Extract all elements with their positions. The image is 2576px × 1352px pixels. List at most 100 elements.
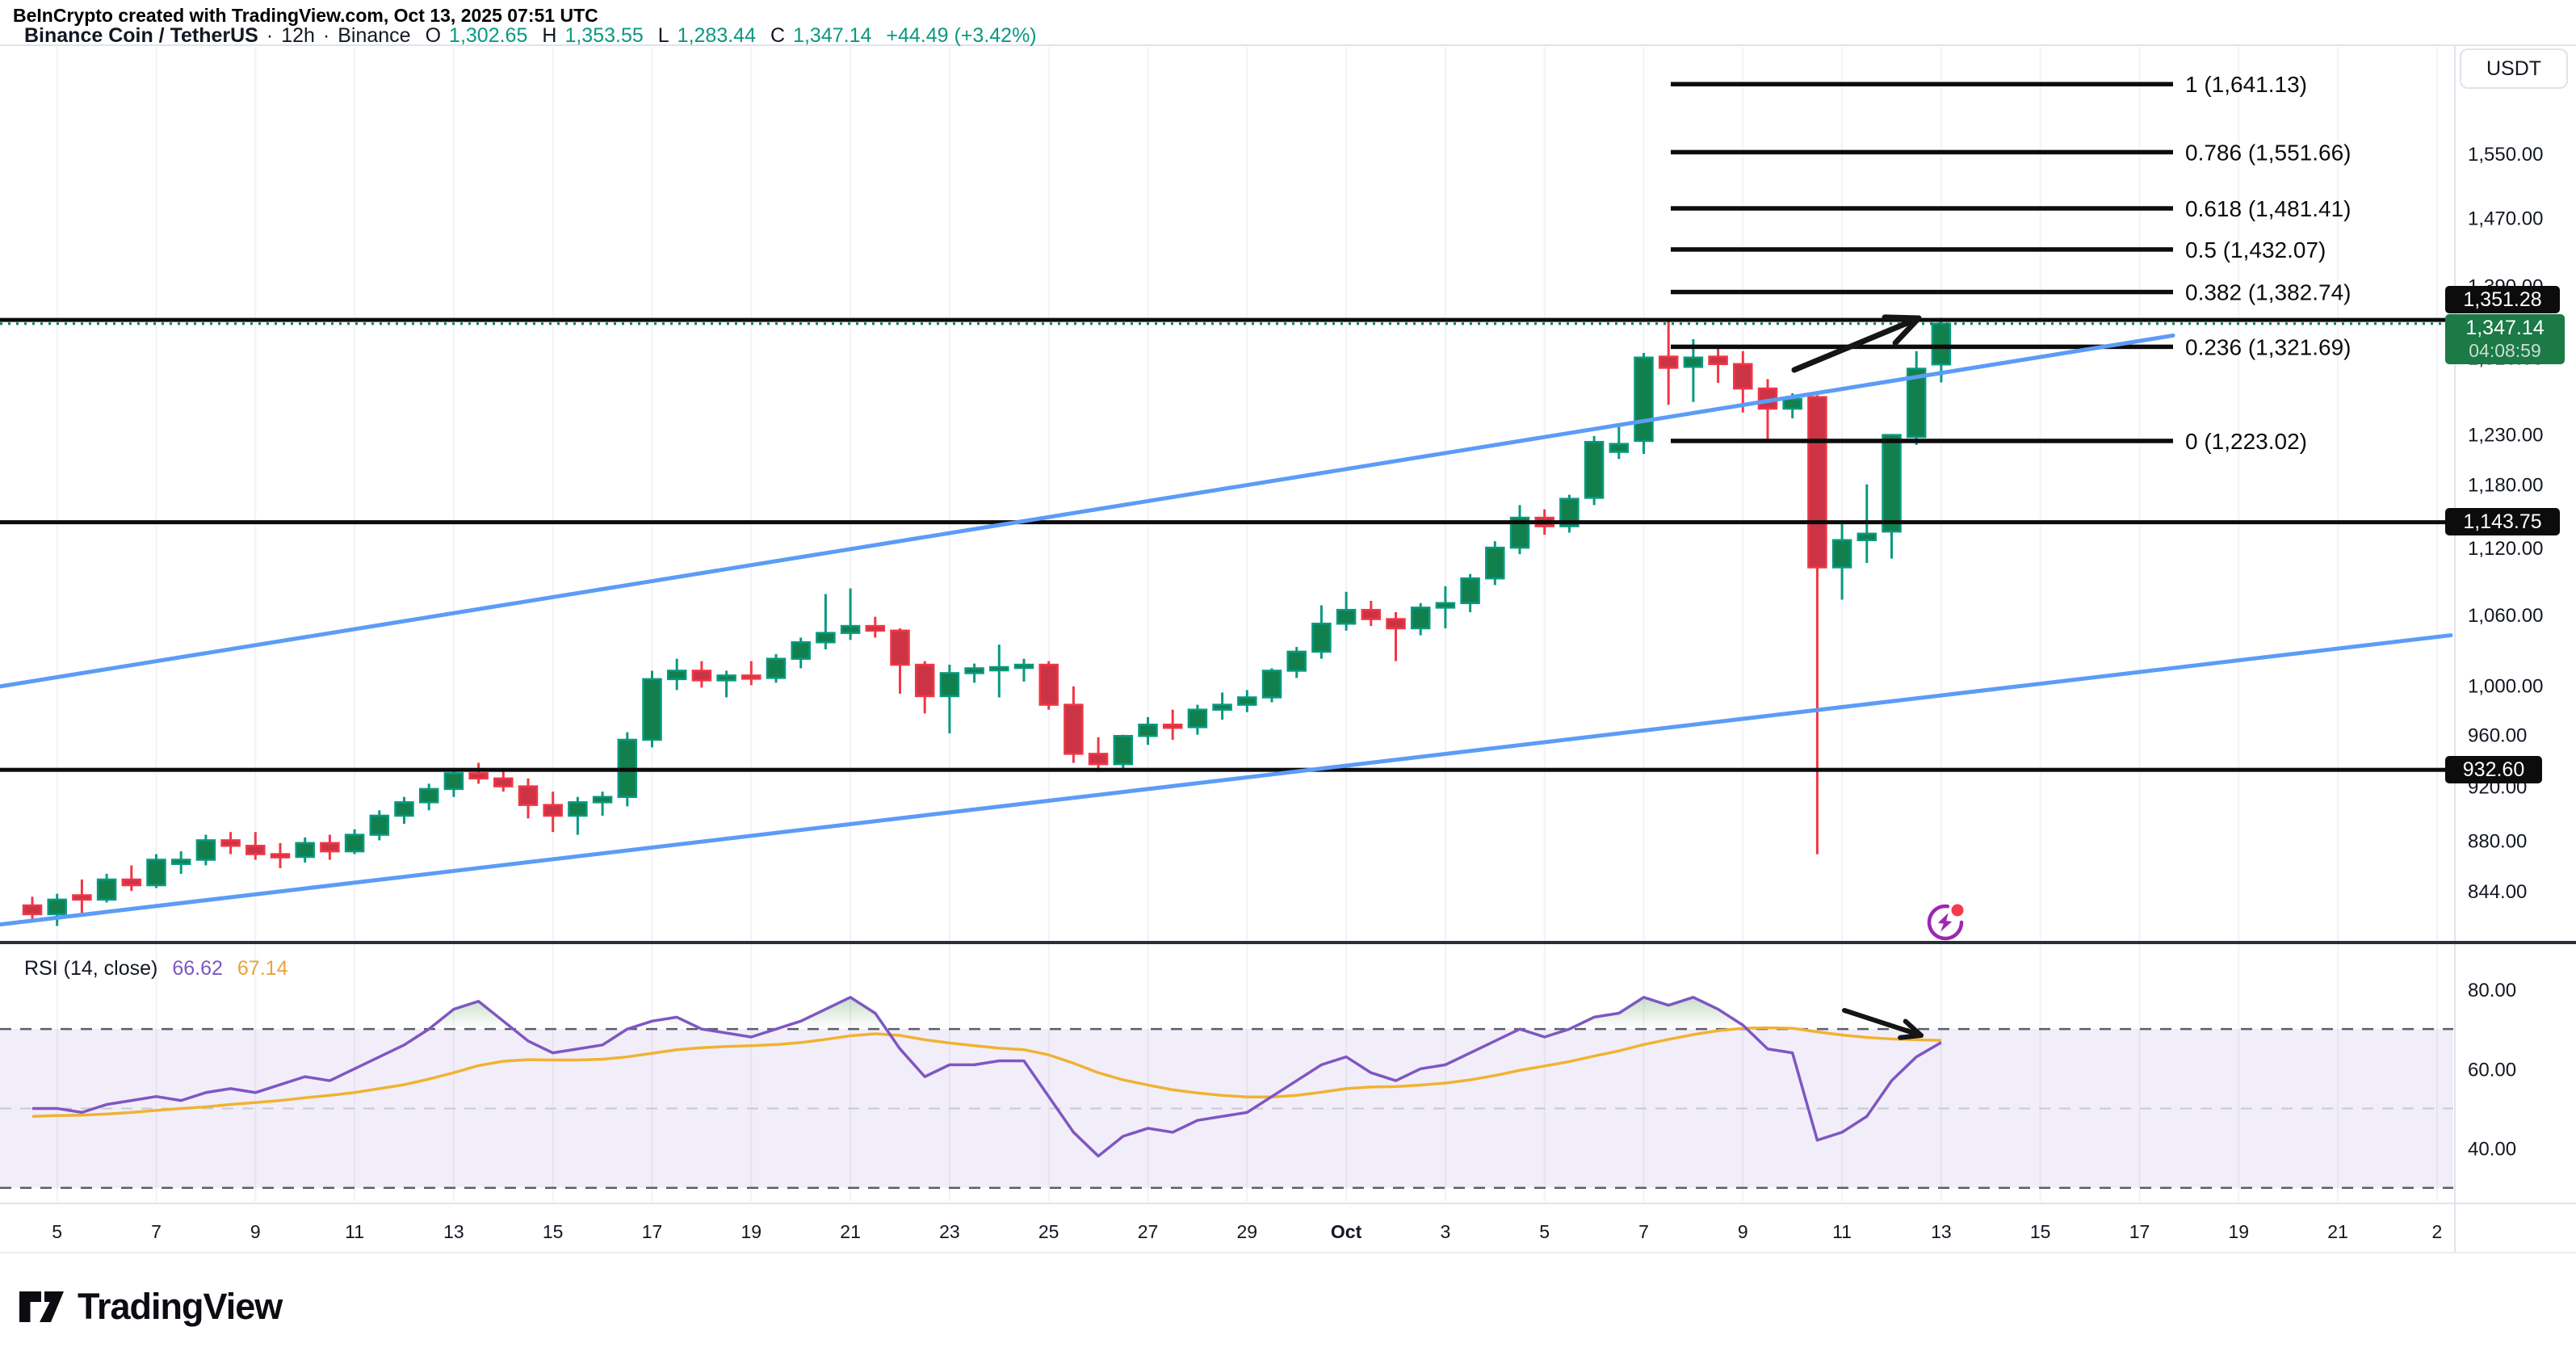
candle-body [890,629,910,666]
candle-countdown: 04:08:59 [2469,340,2541,362]
price-axis-label[interactable]: 1,120.00 [2468,538,2543,560]
price-axis-label[interactable]: 1,230.00 [2468,424,2543,446]
horizontal-level-line[interactable] [0,520,2455,525]
price-axis-label[interactable]: 1,000.00 [2468,675,2543,697]
time-axis-label[interactable]: 19 [2229,1221,2250,1242]
tradingview-logo[interactable]: TradingView [19,1286,283,1328]
candle-body [1286,650,1307,672]
time-axis-label[interactable]: 25 [1038,1221,1059,1242]
time-axis-label[interactable]: 29 [1237,1221,1258,1242]
price-axis-label[interactable]: 1,180.00 [2468,475,2543,497]
fib-level-line[interactable] [1671,247,2173,252]
candle-body [320,842,340,853]
time-axis-label[interactable]: 17 [642,1221,663,1242]
time-axis-label[interactable]: 15 [2030,1221,2051,1242]
time-axis-label[interactable]: 5 [52,1221,62,1242]
time-axis-label[interactable]: 11 [1832,1221,1852,1242]
time-axis-label[interactable]: 23 [939,1221,960,1242]
time-axis-label[interactable]: 21 [840,1221,861,1242]
candle-body [1162,723,1183,729]
close-label: C [770,24,786,47]
time-axis-label[interactable]: 13 [443,1221,464,1242]
time-axis-label[interactable]: 15 [543,1221,564,1242]
price-axis-label[interactable]: 844.00 [2468,881,2527,903]
candle-body [96,878,117,901]
time-axis-label[interactable]: 19 [741,1221,762,1242]
symbol-title[interactable]: Binance Coin / TetherUS [24,24,258,47]
open-value: 1,302.65 [449,24,528,47]
time-axis-label[interactable]: 7 [151,1221,162,1242]
candle-body [518,785,539,806]
candle-body [1138,723,1158,737]
time-axis-label[interactable]: 7 [1638,1221,1649,1242]
candle-body [1311,622,1332,653]
fib-level-line[interactable] [1671,439,2173,443]
close-value: 1,347.14 [793,24,872,47]
symbol-legend[interactable]: Binance Coin / TetherUS · 12h · Binance … [24,24,1037,48]
time-axis-label[interactable]: Oct [1331,1221,1362,1242]
time-axis-label[interactable]: 11 [345,1221,364,1242]
candle-body [865,624,886,632]
fib-level-line[interactable] [1671,206,2173,211]
candle-body [964,667,984,674]
rsi-axis-label[interactable]: 40.00 [2468,1139,2516,1161]
candle-body [543,804,563,817]
time-axis-label[interactable]: 3 [1441,1221,1451,1242]
open-label: O [425,24,442,47]
candle-body [1559,498,1580,527]
flash-event-icon[interactable] [1927,904,1964,941]
rsi-legend[interactable]: RSI (14, close) 66.62 67.14 [24,957,287,980]
notification-dot [1951,904,1964,917]
time-axis-label[interactable]: 21 [2327,1221,2348,1242]
candle-body [270,853,291,859]
time-axis-label[interactable]: 13 [1931,1221,1952,1242]
time-axis-label[interactable]: 5 [1539,1221,1550,1242]
price-axis-label[interactable]: 960.00 [2468,725,2527,747]
horizontal-level-line[interactable] [0,317,2455,322]
candle-body [1361,608,1382,620]
fib-level-line[interactable] [1671,289,2173,295]
exchange-label: Binance [338,24,411,47]
rsi-axis-label[interactable]: 80.00 [2468,980,2516,1001]
time-axis-label[interactable]: 9 [1738,1221,1748,1242]
candle-body [344,833,365,853]
candle-body [1708,355,1728,366]
candle-body [394,801,414,817]
candle-body [592,796,613,804]
candle-body [568,801,588,817]
trend-channel-line[interactable] [0,333,2175,689]
price-badge-1143-value: 1,143.75 [2463,510,2542,533]
time-axis-label[interactable]: 27 [1138,1221,1159,1242]
fib-level-line[interactable] [1671,149,2173,155]
lightning-bolt-glyph [1937,913,1953,932]
legend-separator-2: · [322,24,330,47]
currency-usdt-button[interactable]: USDT [2460,48,2568,89]
candle-body [72,894,92,901]
candle-body [1113,735,1134,766]
fib-level-line[interactable] [1671,82,2173,86]
price-axis-label[interactable]: 1,550.00 [2468,144,2543,166]
high-value: 1,353.55 [564,24,644,47]
candle-body [1831,539,1852,569]
time-axis-label[interactable]: 17 [2129,1221,2150,1242]
candle-body [146,859,166,887]
candle-body [666,670,687,681]
rsi-axis-label[interactable]: 60.00 [2468,1059,2516,1081]
time-axis-label[interactable]: 2 [2432,1221,2443,1242]
rsi-arrow [1842,1008,1924,1040]
pane-separator[interactable] [0,941,2576,944]
candle-body [1435,602,1456,609]
candle-body [22,904,43,916]
fib-level-line[interactable] [1671,344,2173,350]
last-price-badge: 1,347.14 04:08:59 [2445,314,2565,364]
interval-label[interactable]: 12h [281,24,315,47]
price-axis-label[interactable]: 880.00 [2468,830,2527,852]
horizontal-level-line[interactable] [0,767,2455,772]
price-axis-label[interactable]: 1,060.00 [2468,605,2543,627]
candle-body [170,859,191,865]
time-axis-label[interactable]: 9 [250,1221,261,1242]
trend-channel-line[interactable] [0,633,2453,927]
price-axis-label[interactable]: 1,470.00 [2468,208,2543,230]
rsi-ma-line [31,1026,1941,1119]
